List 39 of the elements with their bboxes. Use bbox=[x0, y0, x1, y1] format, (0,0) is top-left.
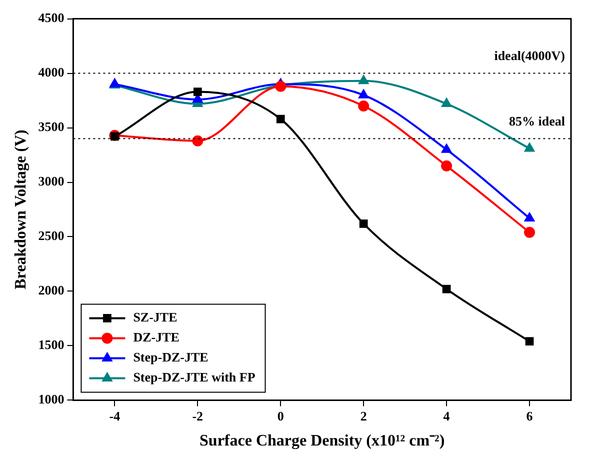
x-tick-label: -2 bbox=[192, 408, 204, 424]
point bbox=[275, 80, 286, 92]
x-tick-label: -4 bbox=[109, 408, 121, 424]
x-tick-label: 0 bbox=[277, 408, 284, 424]
point bbox=[358, 100, 370, 112]
ref-line-label: ideal(4000V) bbox=[494, 48, 565, 64]
point bbox=[276, 114, 285, 124]
point bbox=[525, 337, 534, 346]
point bbox=[524, 226, 536, 238]
point bbox=[193, 88, 202, 96]
x-tick-label: 2 bbox=[360, 408, 367, 424]
point bbox=[524, 212, 534, 222]
x-tick-label: 6 bbox=[526, 408, 534, 424]
point bbox=[442, 144, 452, 153]
y-tick-label: 1000 bbox=[38, 392, 64, 407]
y-tick-label: 4500 bbox=[38, 10, 64, 26]
y-tick-label: 2000 bbox=[38, 282, 64, 298]
legend-label: SZ-JTE bbox=[133, 310, 178, 325]
point bbox=[192, 135, 204, 146]
y-tick-label: 3500 bbox=[38, 119, 64, 134]
legend-label: Step-DZ-JTE bbox=[133, 350, 208, 365]
point bbox=[524, 142, 534, 152]
point bbox=[358, 75, 368, 84]
y-tick-label: 3000 bbox=[38, 174, 64, 189]
point bbox=[110, 132, 119, 141]
ref-line-label: 85% ideal bbox=[509, 114, 566, 129]
y-tick-label: 4000 bbox=[38, 64, 64, 80]
x-tick-label: 4 bbox=[443, 408, 450, 424]
point bbox=[359, 219, 368, 228]
point bbox=[358, 90, 368, 98]
y-tick-label: 2500 bbox=[38, 228, 64, 244]
point bbox=[442, 98, 452, 108]
point bbox=[442, 284, 451, 294]
legend-label: DZ-JTE bbox=[133, 330, 180, 345]
y-tick-label: 1500 bbox=[38, 337, 64, 352]
x-axis-title: Surface Charge Density (x10¹² cm⁻²) bbox=[200, 432, 445, 450]
point bbox=[441, 160, 452, 172]
y-axis-title: Breakdown Voltage (V) bbox=[12, 130, 30, 290]
legend-label: Step-DZ-JTE with FP bbox=[133, 370, 256, 385]
